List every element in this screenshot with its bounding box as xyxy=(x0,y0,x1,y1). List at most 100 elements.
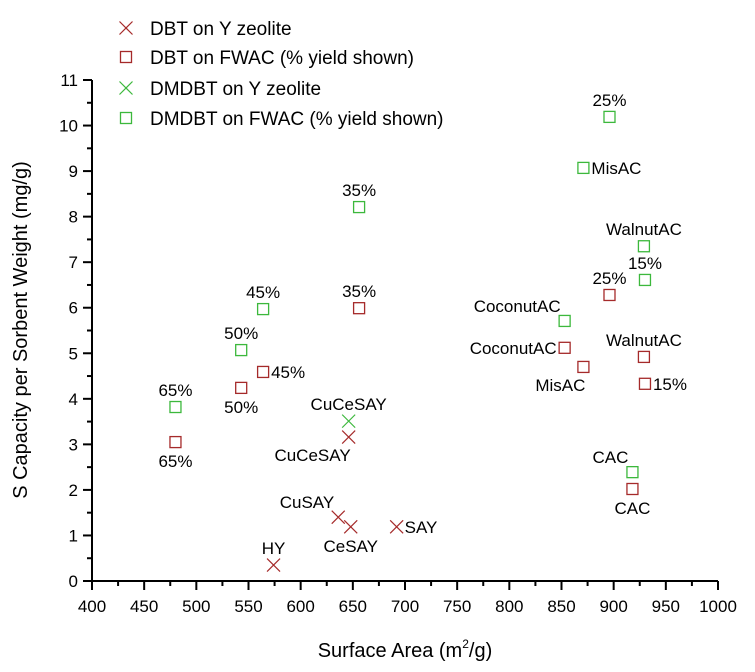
point-label: 15% xyxy=(628,254,662,273)
point-label: 45% xyxy=(246,283,280,302)
data-point xyxy=(341,414,356,429)
data-point xyxy=(169,400,182,414)
point-label: CuCeSAY xyxy=(311,395,387,414)
data-point xyxy=(331,510,346,525)
data-point xyxy=(352,302,366,315)
x-axis-title-sup: 2 xyxy=(462,637,469,651)
x-tick-label: 550 xyxy=(234,597,262,616)
point-label: 50% xyxy=(224,398,258,417)
data-point xyxy=(603,110,616,124)
legend: DBT on Y zeolite DBT on FWAC (% yield sho… xyxy=(119,19,444,130)
legend-square-marker-icon xyxy=(119,111,133,125)
y-tick-label: 6 xyxy=(69,299,78,318)
x-tick-label: 400 xyxy=(78,597,106,616)
x-marker-stroke xyxy=(389,519,404,534)
y-tick-label: 10 xyxy=(59,117,78,136)
point-label: HY xyxy=(262,539,286,558)
y-tick-label: 3 xyxy=(69,435,78,454)
x-tick-label: 1000 xyxy=(699,597,737,616)
x-marker-stroke xyxy=(331,510,346,525)
legend-x-marker-icon xyxy=(119,81,133,95)
point-label: 25% xyxy=(592,269,626,288)
data-point xyxy=(626,482,639,496)
legend-item: DBT on FWAC (% yield shown) xyxy=(119,48,414,69)
legend-square-marker-icon xyxy=(119,50,133,64)
data-point xyxy=(343,519,358,534)
y-tick-label: 5 xyxy=(69,344,78,363)
point-label: 35% xyxy=(342,282,376,301)
data-point xyxy=(603,288,616,302)
y-tick-label: 9 xyxy=(69,162,78,181)
data-point xyxy=(577,161,590,175)
x-tick-label: 750 xyxy=(443,597,471,616)
legend-label: DMDBT on Y zeolite xyxy=(150,79,321,100)
point-label: 15% xyxy=(653,375,687,394)
x-marker-stroke xyxy=(341,430,356,445)
data-point xyxy=(558,341,571,354)
legend-label: DBT on Y zeolite xyxy=(150,19,292,40)
y-tick-label: 4 xyxy=(69,390,78,409)
data-point xyxy=(235,381,248,395)
point-label: SAY xyxy=(405,518,438,537)
x-tick-label: 800 xyxy=(495,597,523,616)
data-point xyxy=(352,200,366,214)
y-axis-title: S Capacity per Sorbent Weight (mg/g) xyxy=(10,161,32,499)
data-point xyxy=(266,558,281,572)
y-tick-label: 2 xyxy=(69,481,78,500)
x-marker-stroke xyxy=(341,414,356,429)
point-label: CeSAY xyxy=(323,537,378,556)
legend-item: DBT on Y zeolite xyxy=(119,19,292,40)
data-point xyxy=(341,430,356,445)
data-point xyxy=(637,350,651,364)
x-tick-label: 450 xyxy=(130,597,158,616)
point-label: MisAC xyxy=(535,376,585,395)
x-tick-label: 900 xyxy=(599,597,627,616)
x-marker-stroke xyxy=(266,558,281,572)
point-labels: CuCeSAY CuSAY CeSAY SAY HY 35% 45% 50% 65% 25% Coc… xyxy=(158,91,687,558)
legend-label: DMDBT on FWAC (% yield shown) xyxy=(150,109,444,130)
x-marker-stroke xyxy=(119,21,133,35)
legend-label: DBT on FWAC (% yield shown) xyxy=(150,48,414,69)
data-point xyxy=(637,240,651,253)
y-tick-label: 1 xyxy=(69,526,78,545)
x-tick-label: 600 xyxy=(286,597,314,616)
data-point xyxy=(169,435,182,449)
data-point xyxy=(558,314,571,328)
point-label: CuSAY xyxy=(280,493,335,512)
point-label: CAC xyxy=(614,499,650,518)
ticks: 400 450 500 550 600 650 700 750 800 850 900 950 1000… xyxy=(59,71,737,616)
y-tick-label: 8 xyxy=(69,208,78,227)
legend-item: DMDBT on FWAC (% yield shown) xyxy=(119,109,444,130)
data-point xyxy=(577,360,590,374)
data-point xyxy=(389,519,404,534)
point-label: 65% xyxy=(158,381,192,400)
point-label: 35% xyxy=(342,181,376,200)
y-tick-label: 11 xyxy=(60,71,78,90)
point-label: 25% xyxy=(592,91,626,110)
y-tick-label: 7 xyxy=(69,253,78,272)
point-label: WalnutAC xyxy=(606,220,682,239)
data-marks xyxy=(169,110,652,572)
x-tick-label: 850 xyxy=(547,597,575,616)
data-point xyxy=(626,465,639,479)
data-point xyxy=(256,302,270,316)
x-marker-stroke xyxy=(119,81,133,95)
x-tick-label: 650 xyxy=(339,597,367,616)
point-label: 45% xyxy=(271,363,305,382)
data-point xyxy=(638,273,652,287)
data-point xyxy=(256,365,270,379)
legend-item: DMDBT on Y zeolite xyxy=(119,79,321,100)
point-label: 50% xyxy=(224,324,258,343)
x-marker-stroke xyxy=(343,519,358,534)
x-tick-label: 500 xyxy=(182,597,210,616)
point-label: CAC xyxy=(593,448,629,467)
point-label: WalnutAC xyxy=(606,331,682,350)
point-label: 65% xyxy=(158,452,192,471)
y-tick-label: 0 xyxy=(69,572,78,591)
x-axis-title-tail: /g) xyxy=(469,640,492,662)
point-label: CoconutAC xyxy=(474,297,561,316)
x-axis-title-main: Surface Area (m xyxy=(318,640,463,662)
point-label: CuCeSAY xyxy=(274,446,350,465)
x-axis-title: Surface Area (m2/g) xyxy=(318,637,493,662)
